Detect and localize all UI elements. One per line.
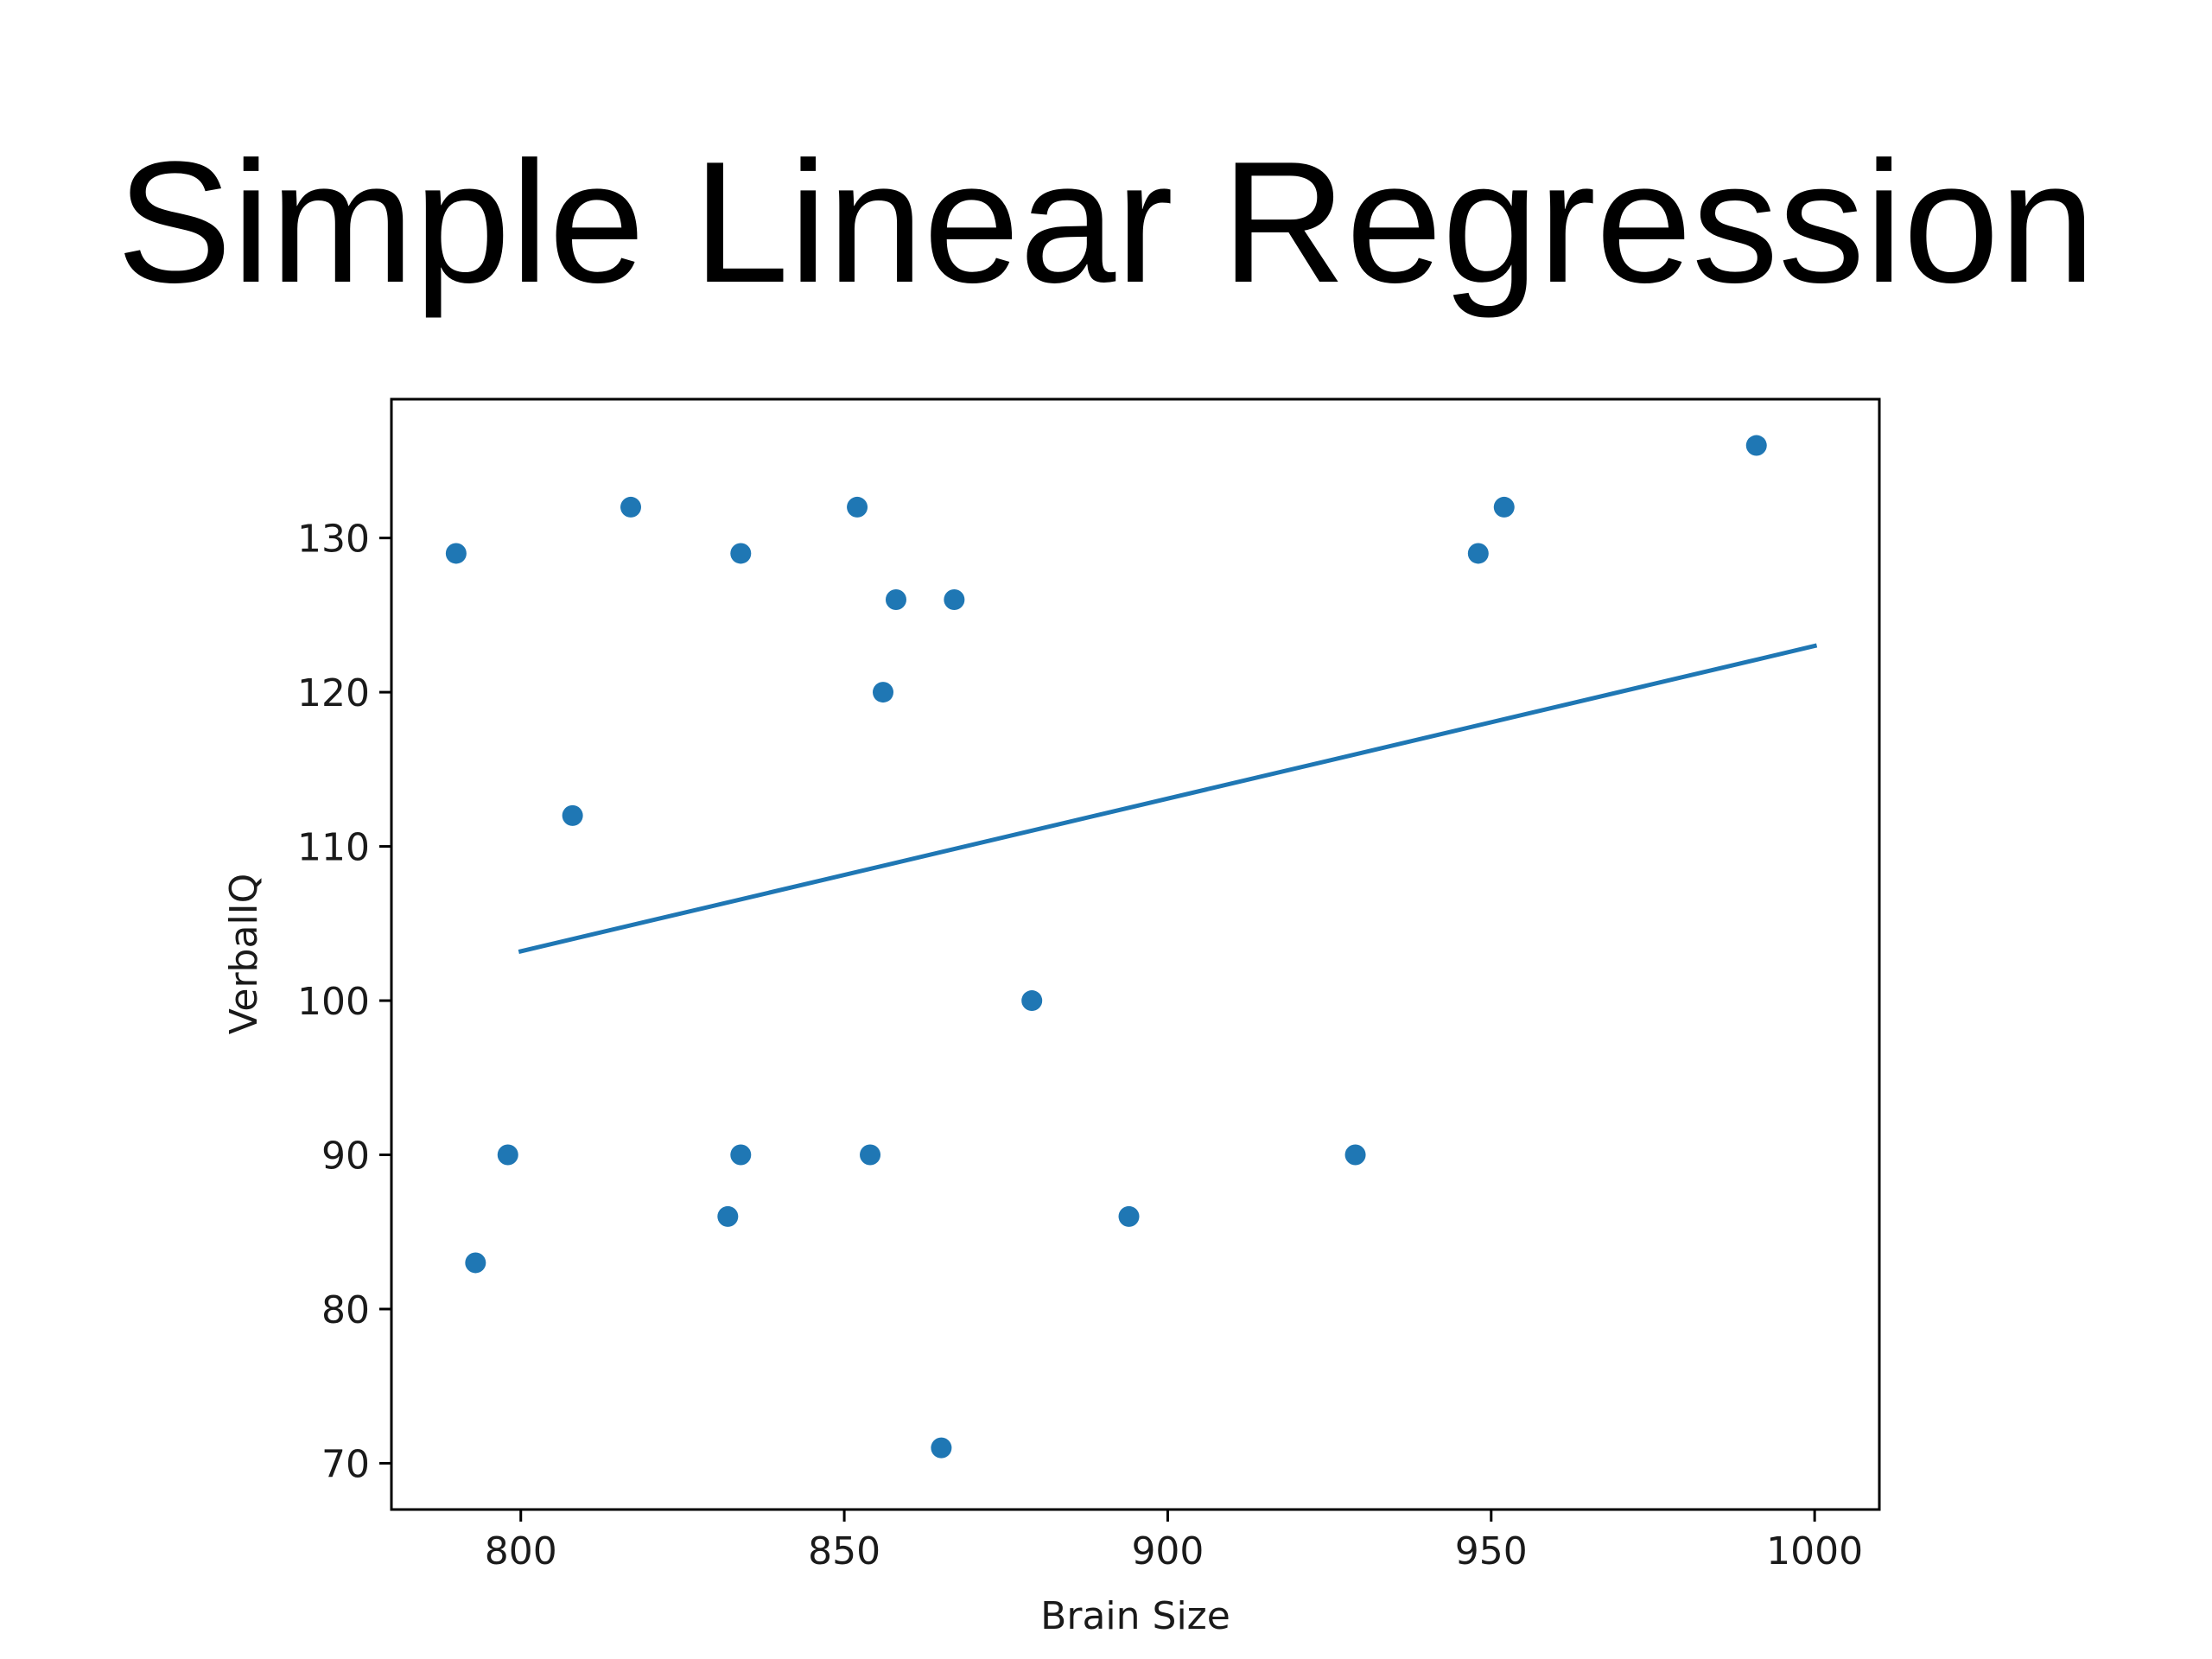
- data-point: [885, 589, 906, 611]
- data-point: [1467, 543, 1489, 564]
- x-tick-label: 800: [485, 1529, 557, 1573]
- slide-title: Simple Linear Regression: [116, 126, 2096, 319]
- data-point: [1344, 1144, 1366, 1166]
- regression-line: [518, 643, 1818, 954]
- data-point: [1493, 496, 1515, 518]
- data-point: [730, 1144, 752, 1166]
- data-point: [730, 543, 752, 564]
- axes-frame: [390, 397, 1881, 1511]
- y-tick-label: 100: [297, 980, 370, 1024]
- y-tick-label: 110: [297, 826, 370, 870]
- y-tick-label: 90: [321, 1135, 370, 1179]
- y-tick-label: 70: [321, 1442, 370, 1486]
- data-point: [873, 682, 894, 703]
- x-tick-label: 1000: [1766, 1529, 1863, 1573]
- data-point: [465, 1252, 486, 1274]
- x-axis-label: Brain Size: [1040, 1594, 1230, 1638]
- y-tick-label: 80: [321, 1288, 370, 1332]
- data-point: [497, 1144, 518, 1166]
- x-axis: 800 850 900 950 1000: [485, 1510, 1863, 1573]
- y-axis-label: VerbalIQ: [222, 874, 266, 1035]
- y-axis: 70 80 90 100 110 120 130: [297, 518, 391, 1486]
- data-point: [620, 496, 642, 518]
- data-point: [847, 496, 868, 518]
- y-tick-label: 120: [297, 671, 370, 715]
- x-tick-label: 950: [1455, 1529, 1528, 1573]
- data-point: [1745, 435, 1767, 456]
- data-point: [717, 1205, 739, 1227]
- data-point: [860, 1144, 881, 1166]
- x-tick-label: 850: [808, 1529, 880, 1573]
- data-point: [944, 589, 965, 611]
- data-point: [1021, 990, 1043, 1012]
- data-point: [445, 543, 467, 564]
- plot-area: [445, 435, 1818, 1459]
- data-point: [562, 804, 583, 826]
- data-point: [1118, 1205, 1140, 1227]
- data-point: [931, 1437, 952, 1459]
- y-tick-label: 130: [297, 518, 370, 562]
- x-tick-label: 900: [1131, 1529, 1204, 1573]
